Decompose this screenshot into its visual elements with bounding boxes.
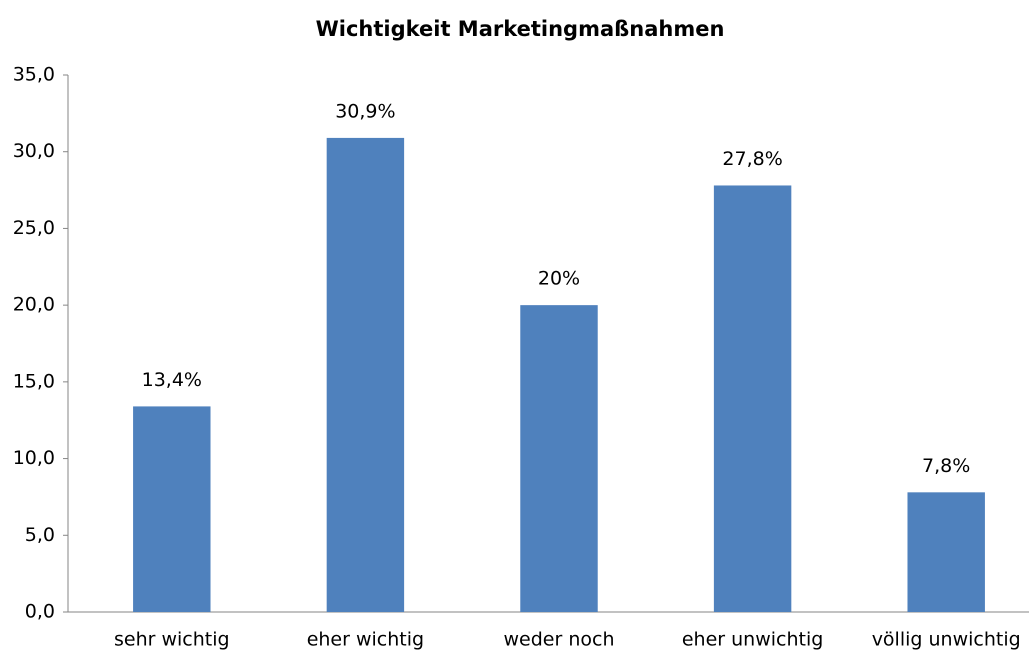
y-tick-label: 15,0 [13, 370, 55, 392]
data-label: 20% [538, 268, 580, 290]
data-label: 27,8% [722, 148, 782, 170]
x-tick-label: völlig unwichtig [872, 629, 1021, 651]
y-tick-label: 0,0 [25, 601, 55, 623]
bar [133, 406, 211, 612]
y-tick-label: 35,0 [13, 64, 55, 86]
data-label: 13,4% [142, 369, 202, 391]
x-tick-label: sehr wichtig [114, 629, 230, 651]
data-label: 7,8% [922, 455, 970, 477]
x-tick-label: weder noch [504, 629, 615, 651]
bar [907, 492, 985, 612]
data-label: 30,9% [335, 100, 395, 122]
y-tick-label: 5,0 [25, 524, 55, 546]
chart-title: Wichtigkeit Marketingmaßnahmen [316, 17, 725, 41]
bar [326, 137, 405, 613]
y-tick-label: 20,0 [13, 294, 55, 316]
y-tick-label: 10,0 [13, 447, 55, 469]
bar [713, 185, 792, 612]
y-tick-label: 30,0 [13, 140, 55, 162]
y-tick-label: 25,0 [13, 217, 55, 239]
x-tick-label: eher unwichtig [682, 629, 823, 651]
bar [520, 305, 598, 612]
x-tick-label: eher wichtig [307, 629, 424, 651]
